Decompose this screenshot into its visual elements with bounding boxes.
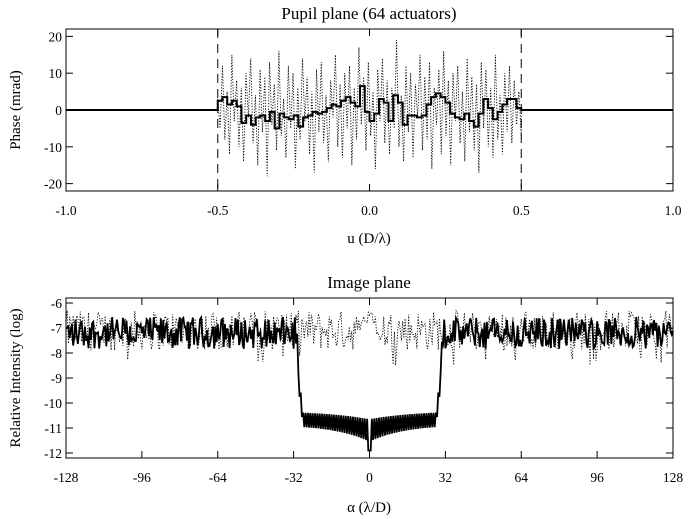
- pupil-x-tick-label: -1.0: [55, 203, 77, 218]
- image-y-tick-label: -12: [44, 446, 62, 461]
- image-title: Image plane: [327, 273, 411, 292]
- image-x-tick-label: -128: [54, 470, 79, 485]
- image-y-ticks: -12 -11 -10 -9 -8 -7 -6: [44, 296, 673, 461]
- pupil-x-tick-label: 0.5: [513, 203, 530, 218]
- image-solid-series: [65, 314, 674, 452]
- image-y-tick-label: -6: [51, 296, 62, 311]
- pupil-plot-area: -1.0 -0.5 0.0 0.5 1.0 -20 -10 0 10 20: [44, 28, 682, 218]
- pupil-y-tick-label: -10: [44, 140, 62, 155]
- image-plot-area: -128 -96 -64 -32 0 32 64 96 128 -12-11-10-9-8-7-…: [44, 296, 683, 485]
- image-x-tick-label: -64: [209, 470, 227, 485]
- pupil-x-tick-label: -0.5: [207, 203, 229, 218]
- image-x-tick-label: 0: [366, 470, 373, 485]
- pupil-y-ticks: -20 -10 0 10 20: [44, 29, 673, 192]
- pupil-x-ticks: -1.0 -0.5 0.0 0.5 1.0: [55, 29, 682, 218]
- image-x-tick-label: 64: [515, 470, 529, 485]
- pupil-x-tick-label: 0.0: [361, 203, 378, 218]
- image-x-ticks: -128 -96 -64 -32 0 32 64 96 128: [54, 298, 684, 485]
- image-y-tick-label: -8: [51, 346, 62, 361]
- pupil-y-tick-label: -20: [44, 177, 62, 192]
- image-x-tick-label: -96: [133, 470, 151, 485]
- pupil-y-tick-label: 20: [49, 29, 63, 44]
- image-x-tick-label: 32: [439, 470, 453, 485]
- image-y-tick-label: -7: [51, 321, 62, 336]
- pupil-y-label: Phase (mrad): [8, 70, 24, 150]
- image-y-tick-label: -10: [44, 396, 62, 411]
- image-x-tick-label: -32: [285, 470, 303, 485]
- image-dotted-series: [65, 309, 674, 366]
- image-y-label: Relative Intensity (log): [8, 308, 24, 447]
- pupil-edge-lines: [217, 29, 522, 191]
- image-x-tick-label: 96: [590, 470, 604, 485]
- pupil-title: Pupil plane (64 actuators): [281, 4, 456, 23]
- image-x-tick-label: 128: [663, 470, 684, 485]
- pupil-x-tick-label: 1.0: [665, 203, 682, 218]
- image-y-tick-label: -11: [45, 421, 63, 436]
- image-x-label: α (λ/D): [347, 500, 391, 516]
- pupil-dotted-series: [66, 40, 673, 177]
- image-panel: Image plane -128 -96 -64 -32 0 32 64 96 128 -12-…: [8, 273, 683, 516]
- pupil-panel: Pupil plane (64 actuators) -1.0 -0.5 0.0 0.…: [8, 4, 682, 247]
- pupil-step-series: [66, 85, 673, 130]
- pupil-x-label: u (D/λ): [347, 231, 391, 247]
- image-y-tick-label: -9: [51, 371, 62, 386]
- pupil-y-tick-label: 0: [55, 103, 62, 118]
- pupil-y-tick-label: 10: [49, 66, 63, 81]
